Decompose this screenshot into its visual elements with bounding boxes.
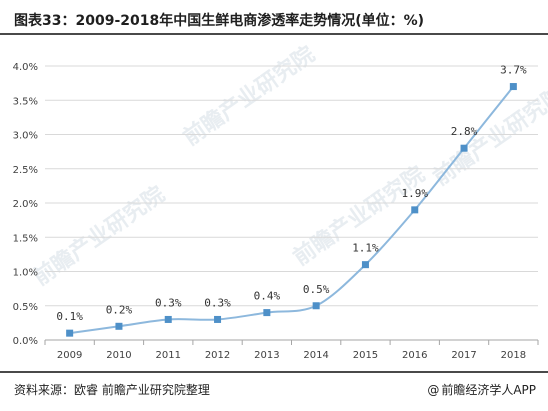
x-tick-label: 2018: [501, 350, 526, 361]
data-label: 3.7%: [500, 64, 527, 77]
data-label: 0.3%: [204, 296, 231, 309]
data-point-marker: [214, 315, 222, 323]
y-tick-label: 2.0%: [13, 199, 38, 210]
data-label: 2.8%: [451, 125, 478, 138]
data-point-marker: [263, 309, 271, 317]
x-tick-label: 2011: [156, 350, 181, 361]
at-symbol: @: [427, 383, 440, 397]
data-label: 0.4%: [254, 290, 281, 303]
source-note: 资料来源：欧睿 前瞻产业研究院整理: [14, 383, 210, 397]
data-label: 0.5%: [303, 283, 330, 296]
x-tick-label: 2017: [451, 350, 476, 361]
x-tick-label: 2013: [254, 350, 279, 361]
chart-title: 图表33：2009-2018年中国生鲜电商渗透率走势情况(单位：%): [14, 13, 425, 29]
data-label: 0.2%: [106, 303, 133, 316]
data-point-marker: [115, 322, 123, 330]
gridlines: [45, 65, 538, 307]
x-tick-label: 2016: [402, 350, 427, 361]
data-point-marker: [312, 302, 320, 310]
brand-name: 前瞻经济学人APP: [441, 383, 536, 397]
y-tick-label: 0.5%: [13, 302, 38, 313]
data-point-marker: [164, 315, 172, 323]
data-point-marker: [509, 83, 517, 91]
y-tick-label: 3.0%: [13, 131, 38, 142]
data-point-marker: [66, 329, 74, 337]
x-tick-label: 2014: [303, 350, 328, 361]
y-tick-label: 1.0%: [13, 268, 38, 279]
brand-credit: @ 前瞻经济学人APP: [427, 381, 536, 398]
y-tick-label: 1.5%: [13, 233, 38, 244]
x-tick-label: 2009: [57, 350, 82, 361]
series-layer: [66, 83, 517, 337]
y-tick-label: 4.0%: [13, 62, 38, 73]
data-label: 0.1%: [56, 310, 83, 323]
watermark-text: 前瞻产业研究院: [429, 81, 548, 191]
y-tick-label: 0.0%: [13, 336, 38, 347]
x-axis: [44, 339, 539, 345]
data-point-marker: [361, 261, 369, 269]
x-tick-label: 2010: [106, 350, 131, 361]
data-label: 0.3%: [155, 296, 182, 309]
x-tick-label: 2015: [353, 350, 378, 361]
y-tick-label: 3.5%: [13, 96, 38, 107]
data-labels: 0.1% 0.2% 0.3% 0.3% 0.4% 0.5% 1.1% 1.9% 2.8% 3.7%: [56, 64, 527, 324]
series-line: [69, 85, 515, 335]
data-label: 1.1%: [352, 242, 379, 255]
data-point-marker: [460, 144, 468, 152]
data-label: 1.9%: [402, 187, 429, 200]
y-axis-tick-labels: 0.0% 0.5% 1.0% 1.5% 2.0% 2.5% 3.0% 3.5% 4.0%: [13, 62, 38, 347]
data-point-marker: [411, 206, 419, 214]
watermark-text: 前瞻产业研究院: [29, 181, 170, 291]
x-tick-label: 2012: [205, 350, 230, 361]
top-rule: [0, 33, 548, 35]
x-axis-tick-labels: 2009 2010 2011 2012 2013 2014 2015 2016 2017 2018: [57, 350, 526, 361]
bottom-rule: [0, 371, 548, 373]
y-tick-label: 2.5%: [13, 165, 38, 176]
